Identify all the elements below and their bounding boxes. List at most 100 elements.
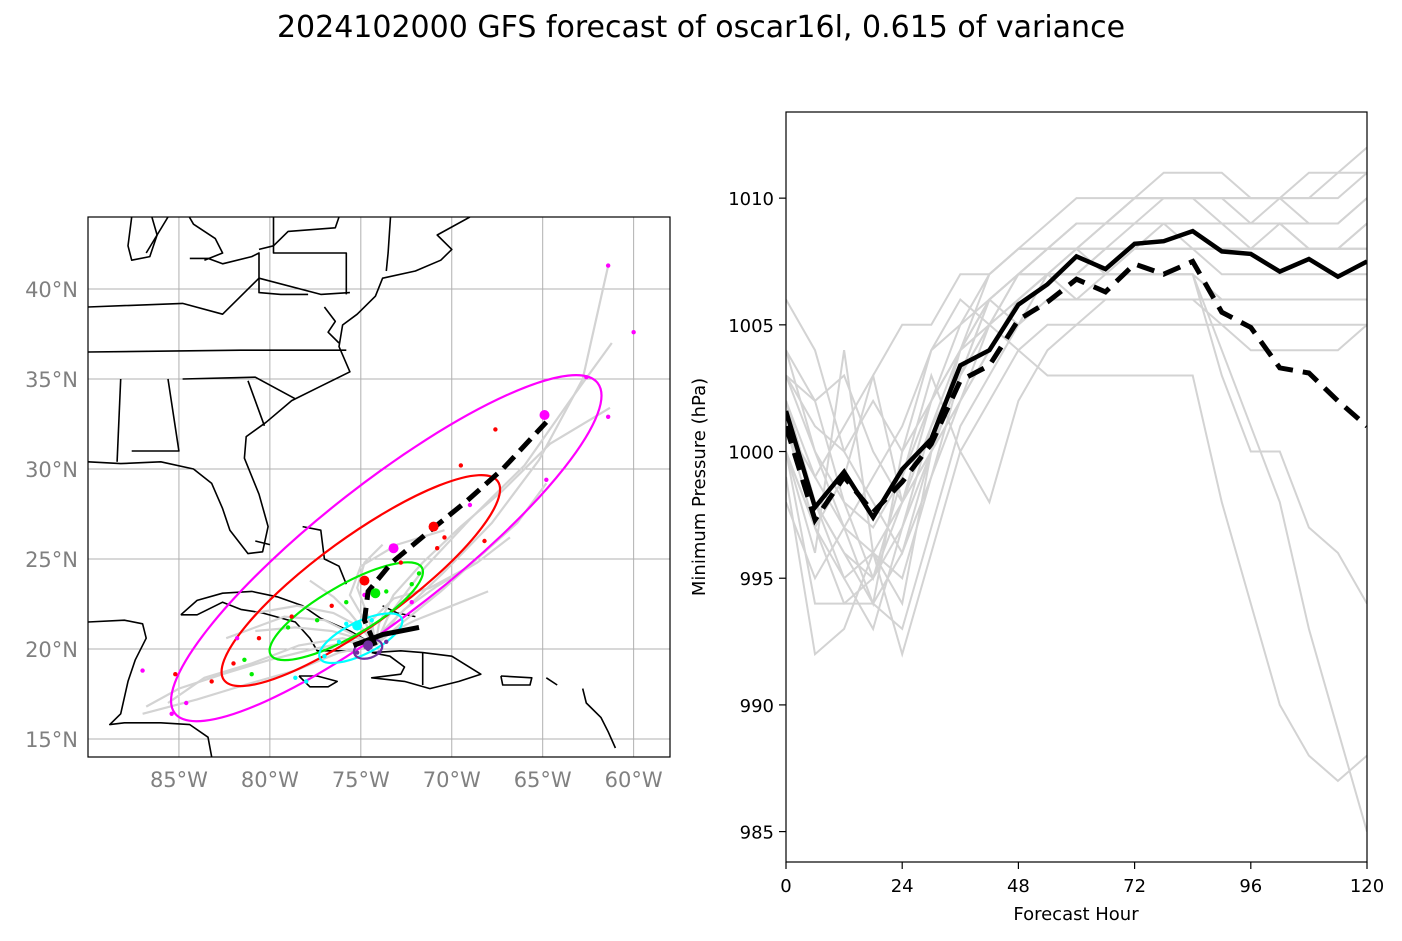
map-member-point: [184, 700, 189, 706]
pressure-ytick-label: 1005: [728, 316, 774, 337]
map-member-point: [605, 414, 611, 419]
map-tick-labels: 85°W 80°W 75°W 70°W 65°W 60°W 15°N 20°N 25°N 30°N…: [25, 278, 663, 792]
map-member-point: [314, 618, 320, 623]
map-member-point: [304, 679, 309, 684]
map-member-point: [289, 614, 294, 619]
map-ytick-label: 35°N: [25, 368, 78, 392]
map-member-point: [344, 600, 349, 605]
pressure-ensemble-lines: [786, 146, 1367, 832]
map-member-point: [140, 668, 145, 673]
map-member-point: [409, 600, 414, 605]
map-member-point: [329, 603, 334, 608]
pressure-ytick-label: 985: [740, 823, 774, 844]
map-member-point: [416, 571, 422, 576]
pressure-ytick-label: 1010: [728, 189, 774, 210]
map-coastline: [188, 217, 224, 261]
map-member-point: [256, 636, 262, 641]
map-member-point: [173, 672, 178, 677]
map-coastline: [385, 217, 392, 272]
pressure-xtick-label: 96: [1239, 876, 1262, 897]
map-coastline: [581, 688, 617, 749]
map-coastline: [88, 277, 350, 315]
map-mean-track: [352, 410, 550, 651]
map-coastline: [182, 376, 296, 400]
map-coastline: [272, 217, 348, 295]
map-mean-point: [370, 588, 381, 599]
pressure-ensemble-line: [786, 298, 1367, 582]
pressure-ytick-label: 1000: [728, 443, 774, 464]
pressure-ensemble-line: [786, 172, 1367, 607]
map-ytick-label: 40°N: [25, 278, 78, 302]
map-uncertainty-ellipse: [169, 374, 603, 723]
map-xtick-label: 60°W: [605, 768, 663, 792]
map-ensemble-track: [374, 590, 489, 647]
map-member-point: [322, 654, 327, 659]
map-xtick-label: 70°W: [423, 768, 481, 792]
map-xtick-label: 85°W: [150, 768, 208, 792]
pressure-mean-line: [786, 228, 1367, 522]
map-ensemble-track: [255, 604, 377, 647]
pressure-xtick-label: 72: [1123, 876, 1146, 897]
map-coastline: [545, 677, 558, 686]
pressure-ticks: 0 24 48 72 96 120 985 990 995 1000 1005 1010: [728, 189, 1384, 897]
map-member-point: [285, 625, 291, 630]
map-coastline: [323, 306, 340, 344]
map-coastline: [131, 378, 180, 452]
map-ytick-label: 20°N: [25, 638, 78, 662]
map-coastline: [258, 217, 340, 251]
map-xtick-label: 65°W: [514, 768, 572, 792]
map-position-points: [140, 263, 636, 716]
map-member-point: [384, 589, 389, 594]
map-member-point: [336, 639, 342, 644]
map-coastline: [189, 252, 309, 296]
map-xtick-label: 75°W: [332, 768, 390, 792]
figure-title: 2024102000 GFS forecast of oscar16l, 0.6…: [276, 10, 1126, 45]
map-member-point: [584, 375, 589, 380]
map-member-point: [398, 560, 404, 565]
map-coastlines: [88, 217, 617, 757]
map-mean-point: [363, 640, 374, 651]
pressure-xtick-label: 120: [1350, 876, 1384, 897]
map-coastline: [302, 525, 348, 585]
map-member-point: [369, 618, 374, 623]
map-member-point: [354, 650, 360, 655]
map-member-point: [231, 661, 236, 666]
map-member-point: [631, 330, 636, 335]
map-ensemble-track: [370, 565, 471, 646]
map-ensemble-track: [348, 529, 445, 646]
pressure-ensemble-line: [786, 247, 1367, 530]
pressure-mean-lines: [786, 228, 1367, 526]
map-uncertainty-ellipse: [268, 561, 425, 662]
map-member-point: [234, 636, 240, 641]
pressure-ensemble-line: [786, 273, 1367, 605]
pressure-ylabel: Minimum Pressure (hPa): [689, 378, 710, 596]
map-frame: [87, 216, 671, 758]
map-coastline: [88, 619, 213, 757]
map-member-point: [409, 582, 414, 587]
pressure-xtick-label: 48: [1007, 876, 1030, 897]
map-member-point: [467, 502, 473, 508]
map-member-point: [293, 675, 298, 680]
map-member-point: [544, 477, 549, 482]
map-member-point: [384, 639, 389, 644]
map-member-point: [435, 546, 440, 551]
map-member-point: [605, 263, 611, 268]
map-mean-point: [428, 521, 439, 532]
pressure-xtick-label: 0: [780, 876, 791, 897]
map-coastline: [500, 675, 533, 686]
pressure-ensemble-line: [786, 247, 1367, 631]
pressure-xlabel: Forecast Hour: [1013, 904, 1139, 925]
pressure-ytick-label: 995: [740, 569, 774, 590]
pressure-xtick-label: 24: [891, 876, 914, 897]
map-coastline: [255, 540, 271, 546]
map-coastline: [247, 380, 266, 427]
pressure-ensemble-line: [786, 273, 1367, 832]
map-ensemble-track: [374, 406, 611, 646]
map-ensemble-track: [374, 342, 613, 646]
map-xtick-label: 80°W: [241, 768, 299, 792]
pressure-ensemble-line: [786, 171, 1367, 530]
map-member-point: [442, 535, 447, 540]
map-ensemble-track: [167, 637, 376, 704]
map-ytick-label: 25°N: [25, 548, 78, 572]
